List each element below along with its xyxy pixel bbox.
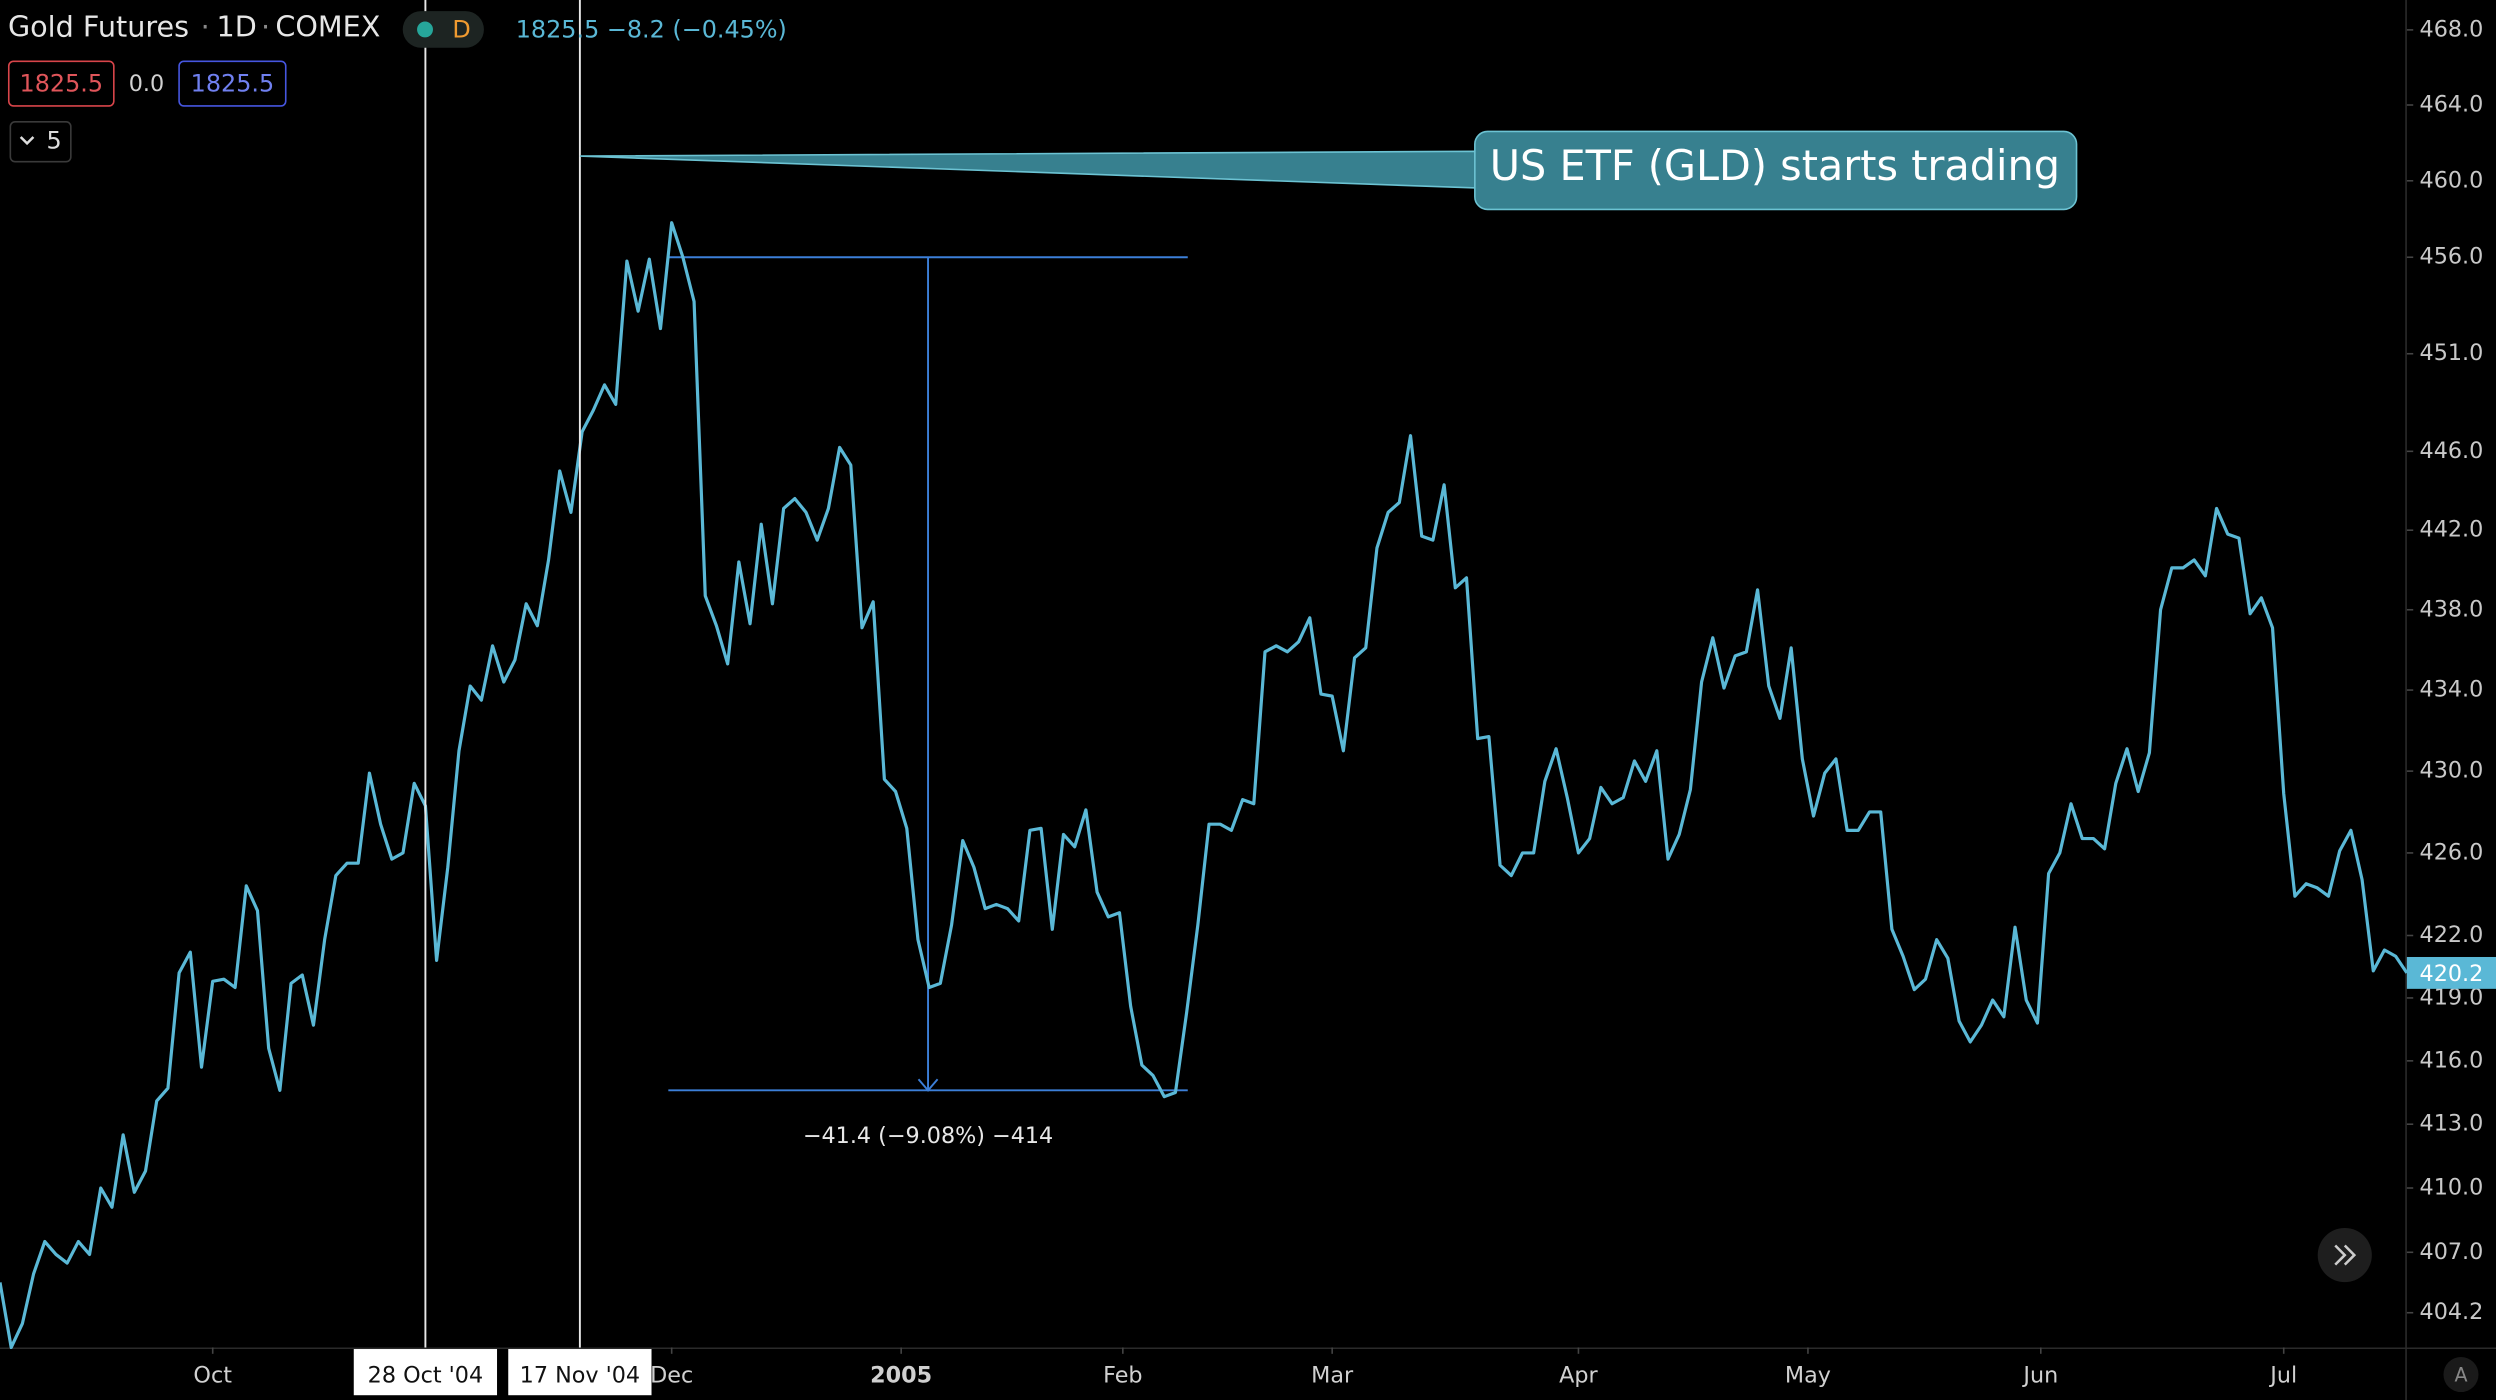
y-tick-label: 438.0 [2420,596,2484,622]
separator: · [261,10,270,44]
buy-button[interactable] [178,60,287,107]
sell-price: 1825.5 [20,69,104,97]
callout-box[interactable] [1474,130,2078,211]
x-tick-label: Oct [193,1363,232,1389]
measure-arrowhead [917,1078,939,1092]
indicator-count: 5 [47,127,62,155]
callout: US ETF (GLD) starts trading [579,130,2078,211]
price-line [0,221,2409,1350]
x-tick-label: Mar [1311,1363,1354,1389]
y-tick-label: 404.2 [2420,1299,2484,1325]
separator: · [201,10,210,44]
market-status [417,21,433,38]
y-tick-label: 460.0 [2420,167,2484,193]
auto-scale-label: A [2454,1364,2467,1387]
chevron [19,136,35,146]
y-tick-label: 451.0 [2420,340,2484,366]
x-tick-label: 2005 [870,1363,932,1389]
scroll-icon [2334,1244,2357,1266]
y-tick-label: 410.0 [2420,1175,2484,1201]
plot-area: −41.4 (−9.08%) −414 [0,0,2409,1350]
y-tick-label: 407.0 [2420,1239,2484,1265]
y-tick-label: 434.0 [2420,677,2484,703]
x-tick-label: May [1785,1363,1831,1389]
x-tick-label: Jun [2021,1363,2058,1389]
indicators-toggle[interactable] [9,121,72,163]
date-label: 17 Nov '04 [520,1363,640,1389]
date-label: 28 Oct '04 [368,1363,483,1389]
y-tick-label: 422.0 [2420,922,2484,948]
date-label-box [353,1349,498,1396]
y-tick-label: 456.0 [2420,244,2484,270]
x-tick-label: Apr [1559,1363,1598,1389]
y-tick-label: 442.0 [2420,517,2484,543]
callout-text: US ETF (GLD) starts trading [1490,142,2060,190]
y-tick-label: 430.0 [2420,758,2484,784]
status-pill[interactable] [402,11,484,48]
y-tick-label: 416.0 [2420,1047,2484,1073]
data-badge: D [452,15,470,43]
header: Gold Futures · 1D · COMEX D 1825.5 −8.2 … [7,10,787,163]
spread: 0.0 [129,71,164,97]
y-tick-label: 464.0 [2420,92,2484,118]
last-price-label: 420.2 [2420,961,2484,987]
measure-label: −41.4 (−9.08%) −414 [803,1123,1053,1149]
quote: 1825.5 −8.2 (−0.45%) [516,15,787,43]
y-tick-label: 413.0 [2420,1111,2484,1137]
y-tick-label: 426.0 [2420,839,2484,865]
y-tick-label: 446.0 [2420,438,2484,464]
y-tick-label: 468.0 [2420,16,2484,42]
x-tick-label: Jul [2268,1363,2297,1389]
date-label-box [508,1349,652,1396]
auto-scale-button[interactable] [2443,1356,2479,1393]
last-price-box [2406,956,2496,989]
buy-price: 1825.5 [191,69,275,97]
x-tick-label: Feb [1103,1363,1142,1389]
exchange: COMEX [275,10,380,44]
symbol[interactable]: Gold Futures [8,10,189,44]
x-tick-label: Dec [650,1363,693,1389]
sell-button[interactable] [7,60,115,107]
interval[interactable]: 1D [216,10,256,44]
